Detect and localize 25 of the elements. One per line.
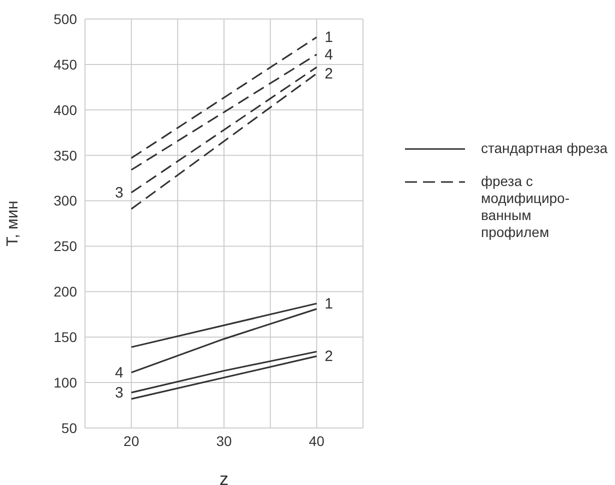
y-tick-label: 250 — [54, 238, 78, 254]
y-tick-label: 200 — [54, 284, 78, 300]
y-tick-label: 350 — [54, 147, 78, 164]
series-label: 2 — [324, 348, 334, 366]
x-axis-title: z — [220, 469, 228, 485]
y-axis-title: T, мин — [4, 200, 22, 246]
series-label: 4 — [114, 364, 124, 382]
x-tick-label: 20 — [124, 432, 140, 449]
y-tick-label: 100 — [54, 374, 78, 391]
x-tick-label: 30 — [216, 432, 232, 449]
y-tick-label: 400 — [54, 102, 78, 118]
x-tick-label: 40 — [308, 432, 325, 449]
series-label: 4 — [324, 46, 334, 64]
series-label: 1 — [324, 29, 334, 46]
series-label: 3 — [114, 184, 124, 202]
y-tick-label: 150 — [54, 329, 78, 346]
text: стандартная фреза — [481, 140, 608, 157]
y-tick-label: 500 — [54, 10, 78, 27]
y-tick-label: 300 — [54, 192, 78, 209]
series-label: 1 — [324, 295, 334, 312]
y-tick-label: 50 — [61, 420, 78, 436]
y-tick-label: 450 — [54, 56, 78, 72]
series-label: 3 — [114, 384, 124, 402]
series-label: 2 — [324, 66, 334, 83]
text: фреза с модифициро- ванным профилем — [481, 173, 570, 241]
